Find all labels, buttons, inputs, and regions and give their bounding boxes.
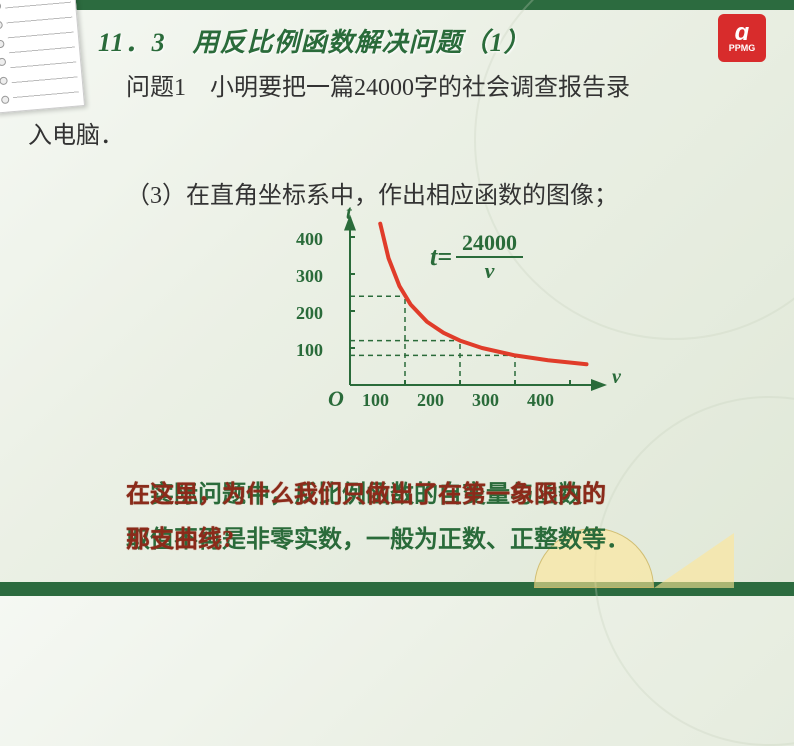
equation-numerator: 24000 bbox=[456, 232, 523, 258]
content-area: 问题1 小明要把一篇24000字的社会调查报告录 入电脑． （3）在直角坐标系中… bbox=[78, 64, 724, 220]
slide-title: 11．3 用反比例函数解决问题（1） bbox=[98, 22, 531, 59]
y-tick-300: 300 bbox=[296, 266, 323, 287]
x-tick-100: 100 bbox=[362, 390, 389, 411]
equation: t= 24000 v bbox=[430, 232, 523, 282]
equation-lhs: t= bbox=[430, 242, 452, 272]
x-tick-300: 300 bbox=[472, 390, 499, 411]
ppmg-logo: ɑ PPMG bbox=[718, 14, 766, 62]
x-axis-label: v bbox=[612, 366, 621, 389]
problem-line-1: 问题1 小明要把一篇24000字的社会调查报告录 bbox=[78, 64, 724, 112]
problem-label: 问题1 bbox=[126, 75, 186, 101]
note-brown-line1: 在这里，为什么我们只做出了在第一象限内的 bbox=[78, 473, 734, 519]
y-axis-label: t bbox=[346, 202, 352, 225]
equation-fraction: 24000 v bbox=[456, 232, 523, 282]
y-tick-200: 200 bbox=[296, 303, 323, 324]
equation-denominator: v bbox=[485, 258, 495, 282]
notebook-spiral bbox=[0, 2, 10, 104]
y-tick-100: 100 bbox=[296, 340, 323, 361]
problem-line-2: 入电脑． bbox=[28, 112, 724, 160]
chart-container: t v O 100 200 300 400 100 200 300 400 t=… bbox=[280, 210, 640, 420]
y-tick-400: 400 bbox=[296, 229, 323, 250]
notebook-deco bbox=[0, 0, 85, 114]
problem-text-1: 小明要把一篇24000字的社会调查报告录 bbox=[186, 75, 630, 101]
x-tick-200: 200 bbox=[417, 390, 444, 411]
logo-text: PPMG bbox=[729, 43, 756, 53]
note-brown-line2: 那支曲线? bbox=[78, 518, 234, 564]
origin-label: O bbox=[328, 386, 344, 412]
x-tick-400: 400 bbox=[527, 390, 554, 411]
logo-glyph: ɑ bbox=[735, 23, 750, 43]
footer-note: 在这里，为什么我们只做出了在第一象限内的 在实际问题中，反比例函数的自变量与函数… bbox=[78, 473, 734, 564]
